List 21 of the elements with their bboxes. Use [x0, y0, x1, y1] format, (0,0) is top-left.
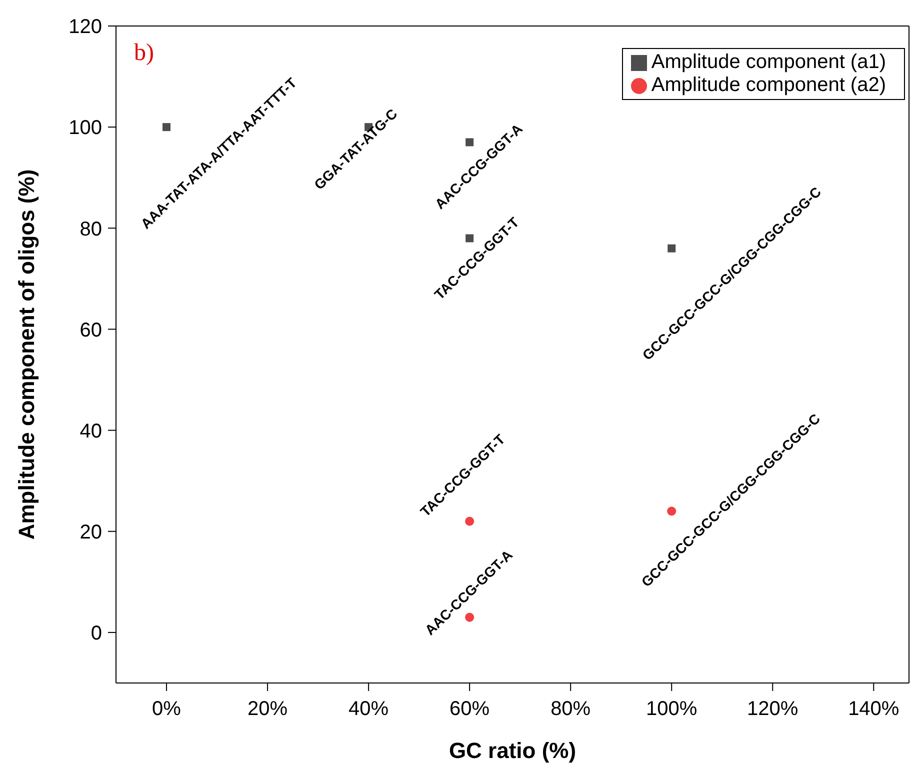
y-tick-label: 0	[90, 622, 102, 645]
x-tick-label: 100%	[646, 698, 698, 720]
x-tick-label: 140%	[848, 698, 900, 720]
x-tick-label: 120%	[747, 698, 798, 720]
y-tick-label: 40	[80, 420, 102, 442]
y-tick-label: 80	[80, 218, 102, 240]
legend-label: Amplitude component (a1)	[651, 51, 886, 73]
y-axis-title: Amplitude component of oligos (%)	[14, 169, 39, 540]
annotation: b)	[134, 40, 154, 67]
x-tick-label: 40%	[348, 698, 389, 720]
x-tick-label: 0%	[152, 698, 182, 720]
x-tick-label: 20%	[248, 698, 288, 720]
point	[465, 516, 474, 526]
y-tick-label: 60	[80, 319, 102, 342]
legend-label: Amplitude component (a2)	[651, 74, 886, 96]
x-tick-label: 60%	[450, 698, 490, 720]
y-tick-label: 100	[68, 117, 102, 140]
x-axis-title: GC ratio (%)	[448, 738, 576, 763]
y-tick-label: 20	[80, 521, 102, 544]
y-tick-label: 120	[68, 16, 102, 38]
x-tick-label: 80%	[550, 698, 591, 720]
